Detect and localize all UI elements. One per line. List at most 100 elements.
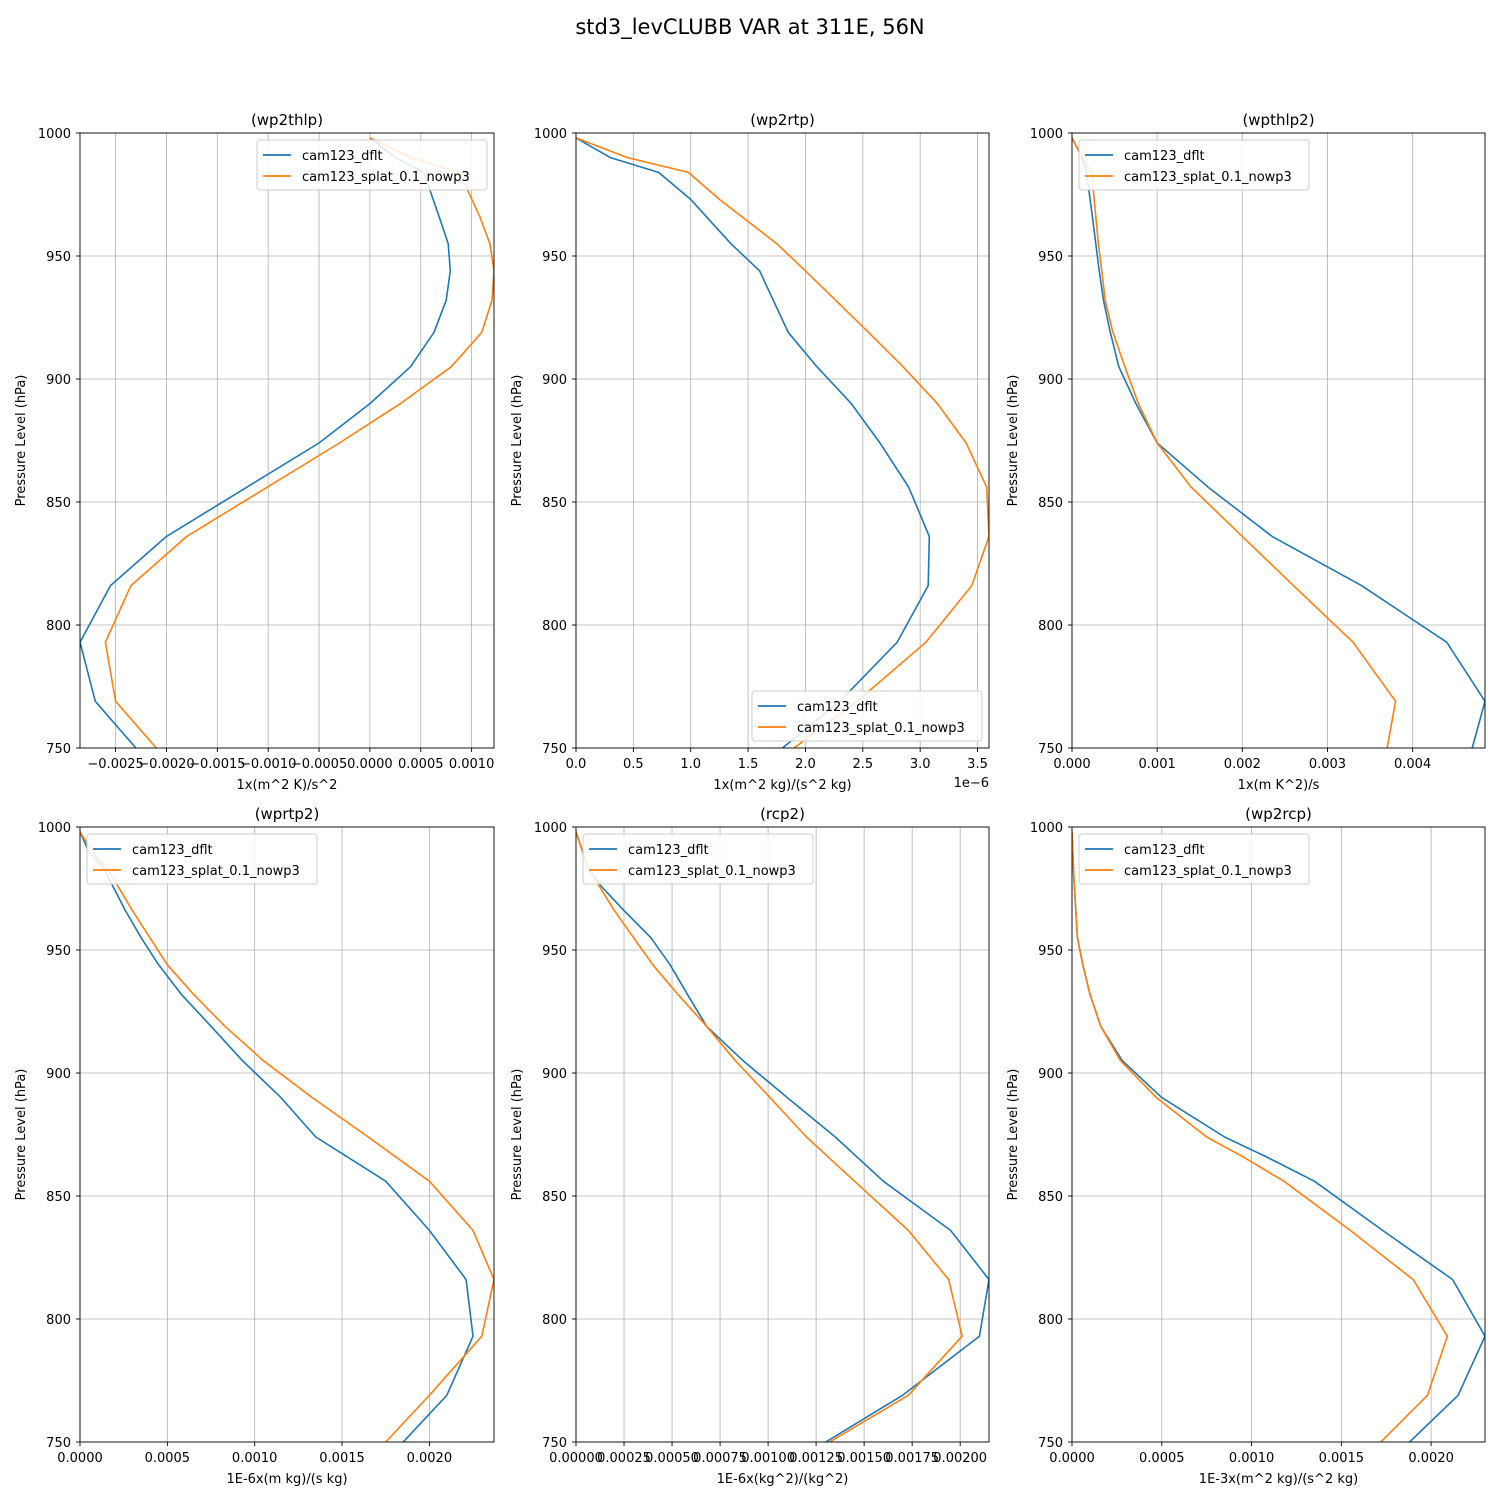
series-line-2 <box>1072 831 1449 1442</box>
series-lines <box>576 137 989 748</box>
grid <box>1071 826 1485 1443</box>
y-axis-label: Pressure Level (hPa) <box>1006 375 1021 507</box>
series-line-1 <box>1072 137 1485 748</box>
y-tick-label: 900 <box>542 373 567 388</box>
y-tick-label: 850 <box>542 496 567 511</box>
x-axis-label: 1x(m^2 kg)/(s^2 kg) <box>713 778 851 793</box>
series-line-1 <box>1072 831 1485 1442</box>
y-tick-label: 850 <box>46 1190 71 1205</box>
y-tick-label: 900 <box>46 373 71 388</box>
series-line-2 <box>80 831 494 1442</box>
x-tick-label: 0.00175 <box>885 1451 939 1466</box>
x-tick-label: 0.002 <box>1224 757 1261 772</box>
subplot-3: 0.000 0.001 0.002 0.003 0.004 750 800 850 900 950… <box>1006 111 1486 793</box>
y-axis-label: Pressure Level (hPa) <box>510 375 525 507</box>
y-tick-label: 800 <box>1038 1313 1063 1328</box>
x-tick-label: 0.000 <box>1053 757 1090 772</box>
grid <box>80 132 494 749</box>
legend: cam123_dflt cam123_splat_0.1_nowp3 <box>751 690 983 742</box>
figure-title: std3_levCLUBB VAR at 311E, 56N <box>575 15 925 39</box>
x-tick-label: 0.0010 <box>449 757 495 772</box>
y-tick-label: 850 <box>1038 496 1063 511</box>
subplot-4: 0.0000 0.0005 0.0010 0.0015 0.0020 750 800 850 9… <box>14 805 495 1487</box>
legend-box <box>751 690 983 742</box>
y-tick-label: 850 <box>1038 1190 1063 1205</box>
y-tick-label: 950 <box>46 250 71 265</box>
x-tick-label: 0.0000 <box>347 757 393 772</box>
y-tick-label: 850 <box>542 1190 567 1205</box>
x-tick-label: 2.0 <box>795 757 816 772</box>
y-tick-label: 1000 <box>1030 127 1063 142</box>
legend-label-2: cam123_splat_0.1_nowp3 <box>628 864 796 879</box>
series-line-2 <box>576 831 963 1442</box>
y-tick-label: 950 <box>542 250 567 265</box>
legend-box <box>256 139 488 191</box>
subplot-title: (wp2rcp) <box>1245 805 1312 823</box>
x-tick-label: 0.00150 <box>837 1451 891 1466</box>
y-tick-label: 750 <box>1038 742 1063 757</box>
subplot-6: 0.0000 0.0005 0.0010 0.0015 0.0020 750 800 850 9… <box>1006 805 1486 1487</box>
y-tick-label: 900 <box>46 1067 71 1082</box>
grid <box>575 132 989 749</box>
legend-label-1: cam123_dflt <box>628 843 709 858</box>
x-tick-label: 0.0 <box>566 757 587 772</box>
legend: cam123_dflt cam123_splat_0.1_nowp3 <box>1078 833 1310 885</box>
x-tick-label: −0.0010 <box>240 757 296 772</box>
x-tick-label: 0.0020 <box>407 1451 453 1466</box>
x-tick-label: −0.0020 <box>138 757 194 772</box>
axes-frame <box>1071 826 1486 1443</box>
x-tick-label: 0.0000 <box>57 1451 103 1466</box>
y-tick-label: 900 <box>1038 1067 1063 1082</box>
grid <box>1071 132 1485 749</box>
legend: cam123_dflt cam123_splat_0.1_nowp3 <box>1078 139 1310 191</box>
subplot-2: 0.0 0.5 1.0 1.5 2.0 2.5 3.0 3.5 750 800 850 900 950 1… <box>510 111 990 793</box>
legend-label-1: cam123_dflt <box>132 843 213 858</box>
y-tick-label: 1000 <box>534 821 567 836</box>
subplot-title: (wp2rtp) <box>750 111 815 129</box>
y-tick-label: 800 <box>46 1313 71 1328</box>
legend-label-1: cam123_dflt <box>797 700 878 715</box>
series-line-1 <box>80 831 474 1442</box>
x-tick-label: 1.5 <box>738 757 759 772</box>
legend-label-1: cam123_dflt <box>302 149 383 164</box>
grid <box>575 826 989 1443</box>
legend-label-2: cam123_splat_0.1_nowp3 <box>132 864 300 879</box>
legend-label-2: cam123_splat_0.1_nowp3 <box>1124 170 1292 185</box>
y-tick-label: 950 <box>1038 944 1063 959</box>
x-tick-label: 3.5 <box>967 757 988 772</box>
grid <box>79 826 494 1443</box>
legend: cam123_dflt cam123_splat_0.1_nowp3 <box>86 833 318 885</box>
subplot-5: 0.000000.000250.000500.000750.001000.001… <box>510 805 990 1487</box>
y-tick-label: 800 <box>46 619 71 634</box>
series-lines <box>80 831 494 1442</box>
x-tick-label: 1.0 <box>680 757 701 772</box>
x-axis-label: 1E-3x(m^2 kg)/(s^2 kg) <box>1199 1472 1358 1487</box>
x-tick-label: 0.00200 <box>933 1451 987 1466</box>
x-tick-label: 0.5 <box>623 757 644 772</box>
x-tick-label: 0.004 <box>1394 757 1431 772</box>
x-tick-label: 0.0005 <box>398 757 444 772</box>
y-axis-label: Pressure Level (hPa) <box>14 1069 29 1201</box>
legend-label-2: cam123_splat_0.1_nowp3 <box>302 170 470 185</box>
series-line-1 <box>80 137 452 748</box>
y-axis-label: Pressure Level (hPa) <box>14 375 29 507</box>
x-tick-label: 0.0010 <box>1229 1451 1275 1466</box>
x-tick-label: 0.00075 <box>693 1451 747 1466</box>
y-tick-label: 750 <box>542 1436 567 1451</box>
x-tick-label: −0.0025 <box>87 757 143 772</box>
x-tick-label: 0.001 <box>1139 757 1176 772</box>
y-tick-label: 950 <box>542 944 567 959</box>
axes-frame <box>1071 132 1486 749</box>
x-offset-label: 1e−6 <box>954 776 989 791</box>
subplot-title: (wprtp2) <box>255 805 320 823</box>
y-axis-label: Pressure Level (hPa) <box>510 1069 525 1201</box>
axes-frame <box>79 132 495 749</box>
subplot-title: (rcp2) <box>760 805 805 823</box>
legend-box <box>86 833 318 885</box>
y-tick-label: 950 <box>46 944 71 959</box>
legend-label-2: cam123_splat_0.1_nowp3 <box>797 721 965 736</box>
legend: cam123_dflt cam123_splat_0.1_nowp3 <box>256 139 488 191</box>
legend-box <box>582 833 814 885</box>
legend-label-1: cam123_dflt <box>1124 149 1205 164</box>
